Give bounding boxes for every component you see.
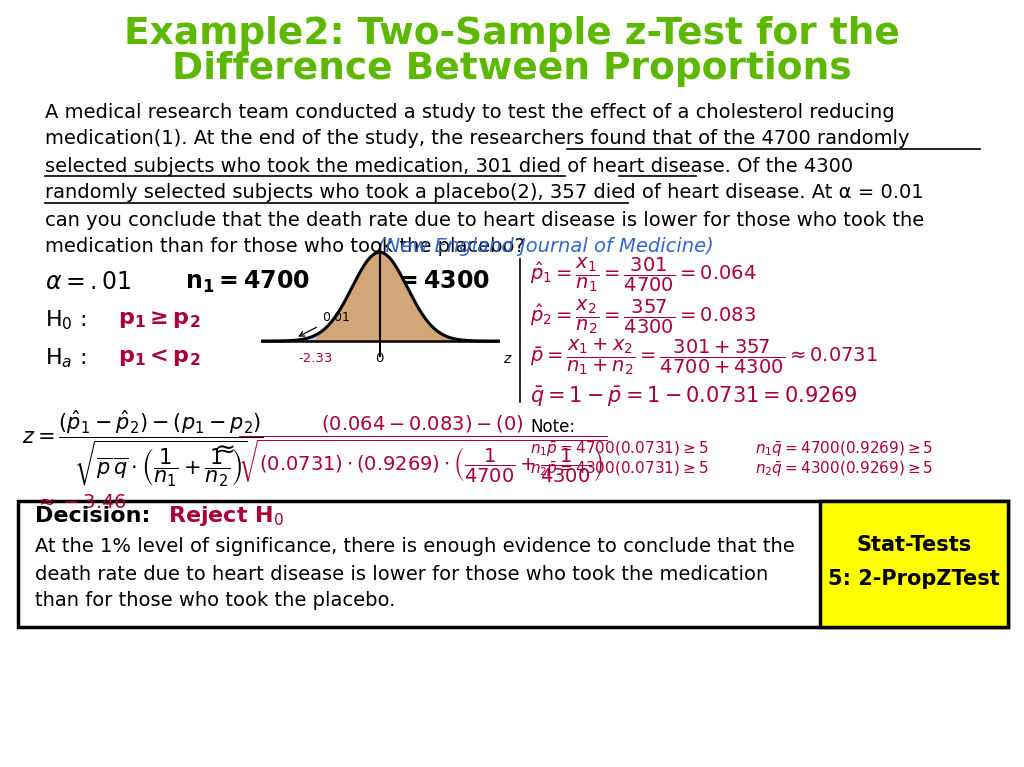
Text: $\approx -3.46$: $\approx -3.46$ (35, 492, 127, 512)
Text: (New England Journal of Medicine): (New England Journal of Medicine) (378, 238, 714, 256)
Text: Example2: Two-Sample z-Test for the: Example2: Two-Sample z-Test for the (124, 16, 900, 52)
Text: $z = \dfrac{(\hat{p}_1 - \hat{p}_2) - (p_1 - p_2)}{\sqrt{\overline{p}\,\overline: $z = \dfrac{(\hat{p}_1 - \hat{p}_2) - (p… (22, 409, 263, 489)
Text: $\mathbf{p_1 \geq p_2}$: $\mathbf{p_1 \geq p_2}$ (118, 310, 201, 331)
Text: $n_2\bar{p} = 4300(0.0731) \geq 5$: $n_2\bar{p} = 4300(0.0731) \geq 5$ (530, 459, 709, 479)
FancyBboxPatch shape (820, 501, 1008, 627)
Text: $\dfrac{(0.064 - 0.083) - (0)}{\sqrt{(0.0731)\cdot(0.9269)\cdot\left(\dfrac{1}{4: $\dfrac{(0.064 - 0.083) - (0)}{\sqrt{(0.… (238, 413, 607, 485)
Text: $\mathbf{n_1 = 4700}$: $\mathbf{n_1 = 4700}$ (185, 269, 310, 295)
Text: can you conclude that the death rate due to heart disease is lower for those who: can you conclude that the death rate due… (45, 210, 925, 229)
Text: $\hat{p}_2 = \dfrac{x_2}{n_2} = \dfrac{357}{4300} = 0.083$: $\hat{p}_2 = \dfrac{x_2}{n_2} = \dfrac{3… (530, 298, 756, 337)
Text: Decision:: Decision: (35, 506, 158, 526)
Text: $\alpha = .01$: $\alpha = .01$ (45, 270, 131, 294)
Text: than for those who took the placebo.: than for those who took the placebo. (35, 591, 395, 611)
Text: A medical research team conducted a study to test the effect of a cholesterol re: A medical research team conducted a stud… (45, 103, 895, 121)
Text: $\bar{q} = 1 - \bar{p} = 1 - 0.0731 = 0.9269$: $\bar{q} = 1 - \bar{p} = 1 - 0.0731 = 0.… (530, 385, 857, 409)
Text: Note:: Note: (530, 418, 575, 436)
Text: -2.33: -2.33 (298, 352, 333, 365)
Text: Difference Between Proportions: Difference Between Proportions (172, 51, 852, 87)
Text: $n_1\bar{q} = 4700(0.9269) \geq 5$: $n_1\bar{q} = 4700(0.9269) \geq 5$ (755, 439, 933, 459)
Text: Stat-Tests: Stat-Tests (856, 535, 972, 555)
Text: H$_a$ :: H$_a$ : (45, 346, 86, 370)
Text: selected subjects who took the medication, 301 died of heart disease. Of the 430: selected subjects who took the medicatio… (45, 156, 853, 176)
Text: $n_1\bar{p} = 4700(0.0731) \geq 5$: $n_1\bar{p} = 4700(0.0731) \geq 5$ (530, 439, 709, 459)
Text: 5: 2-PropZTest: 5: 2-PropZTest (828, 569, 999, 589)
FancyBboxPatch shape (18, 501, 1008, 627)
Text: $\mathbf{p_1 < p_2}$: $\mathbf{p_1 < p_2}$ (118, 347, 201, 368)
Text: 0: 0 (376, 352, 384, 365)
Text: $\bar{p} = \dfrac{x_1 + x_2}{n_1 + n_2} = \dfrac{301 + 357}{4700 + 4300} \approx: $\bar{p} = \dfrac{x_1 + x_2}{n_1 + n_2} … (530, 337, 878, 377)
Text: Reject H$_0$: Reject H$_0$ (168, 504, 284, 528)
Text: medication than for those who took the placebo?: medication than for those who took the p… (45, 238, 525, 256)
Text: death rate due to heart disease is lower for those who took the medication: death rate due to heart disease is lower… (35, 565, 768, 584)
Text: At the 1% level of significance, there is enough evidence to conclude that the: At the 1% level of significance, there i… (35, 538, 795, 557)
Text: H$_0$ :: H$_0$ : (45, 308, 86, 332)
Text: medication(1). At the end of the study, the researchers found that of the 4700 r: medication(1). At the end of the study, … (45, 130, 909, 149)
Text: $\approx$: $\approx$ (210, 437, 236, 461)
Text: $\mathbf{n_2 = 4300}$: $\mathbf{n_2 = 4300}$ (365, 269, 489, 295)
Text: $n_2\bar{q} = 4300(0.9269) \geq 5$: $n_2\bar{q} = 4300(0.9269) \geq 5$ (755, 459, 933, 479)
Text: $\hat{p}_1 = \dfrac{x_1}{n_1} = \dfrac{301}{4700} = 0.064$: $\hat{p}_1 = \dfrac{x_1}{n_1} = \dfrac{3… (530, 255, 757, 295)
Text: z: z (503, 352, 510, 366)
Text: randomly selected subjects who took a placebo(2), 357 died of heart disease. At : randomly selected subjects who took a pl… (45, 183, 924, 202)
Text: 0.01: 0.01 (299, 311, 349, 336)
